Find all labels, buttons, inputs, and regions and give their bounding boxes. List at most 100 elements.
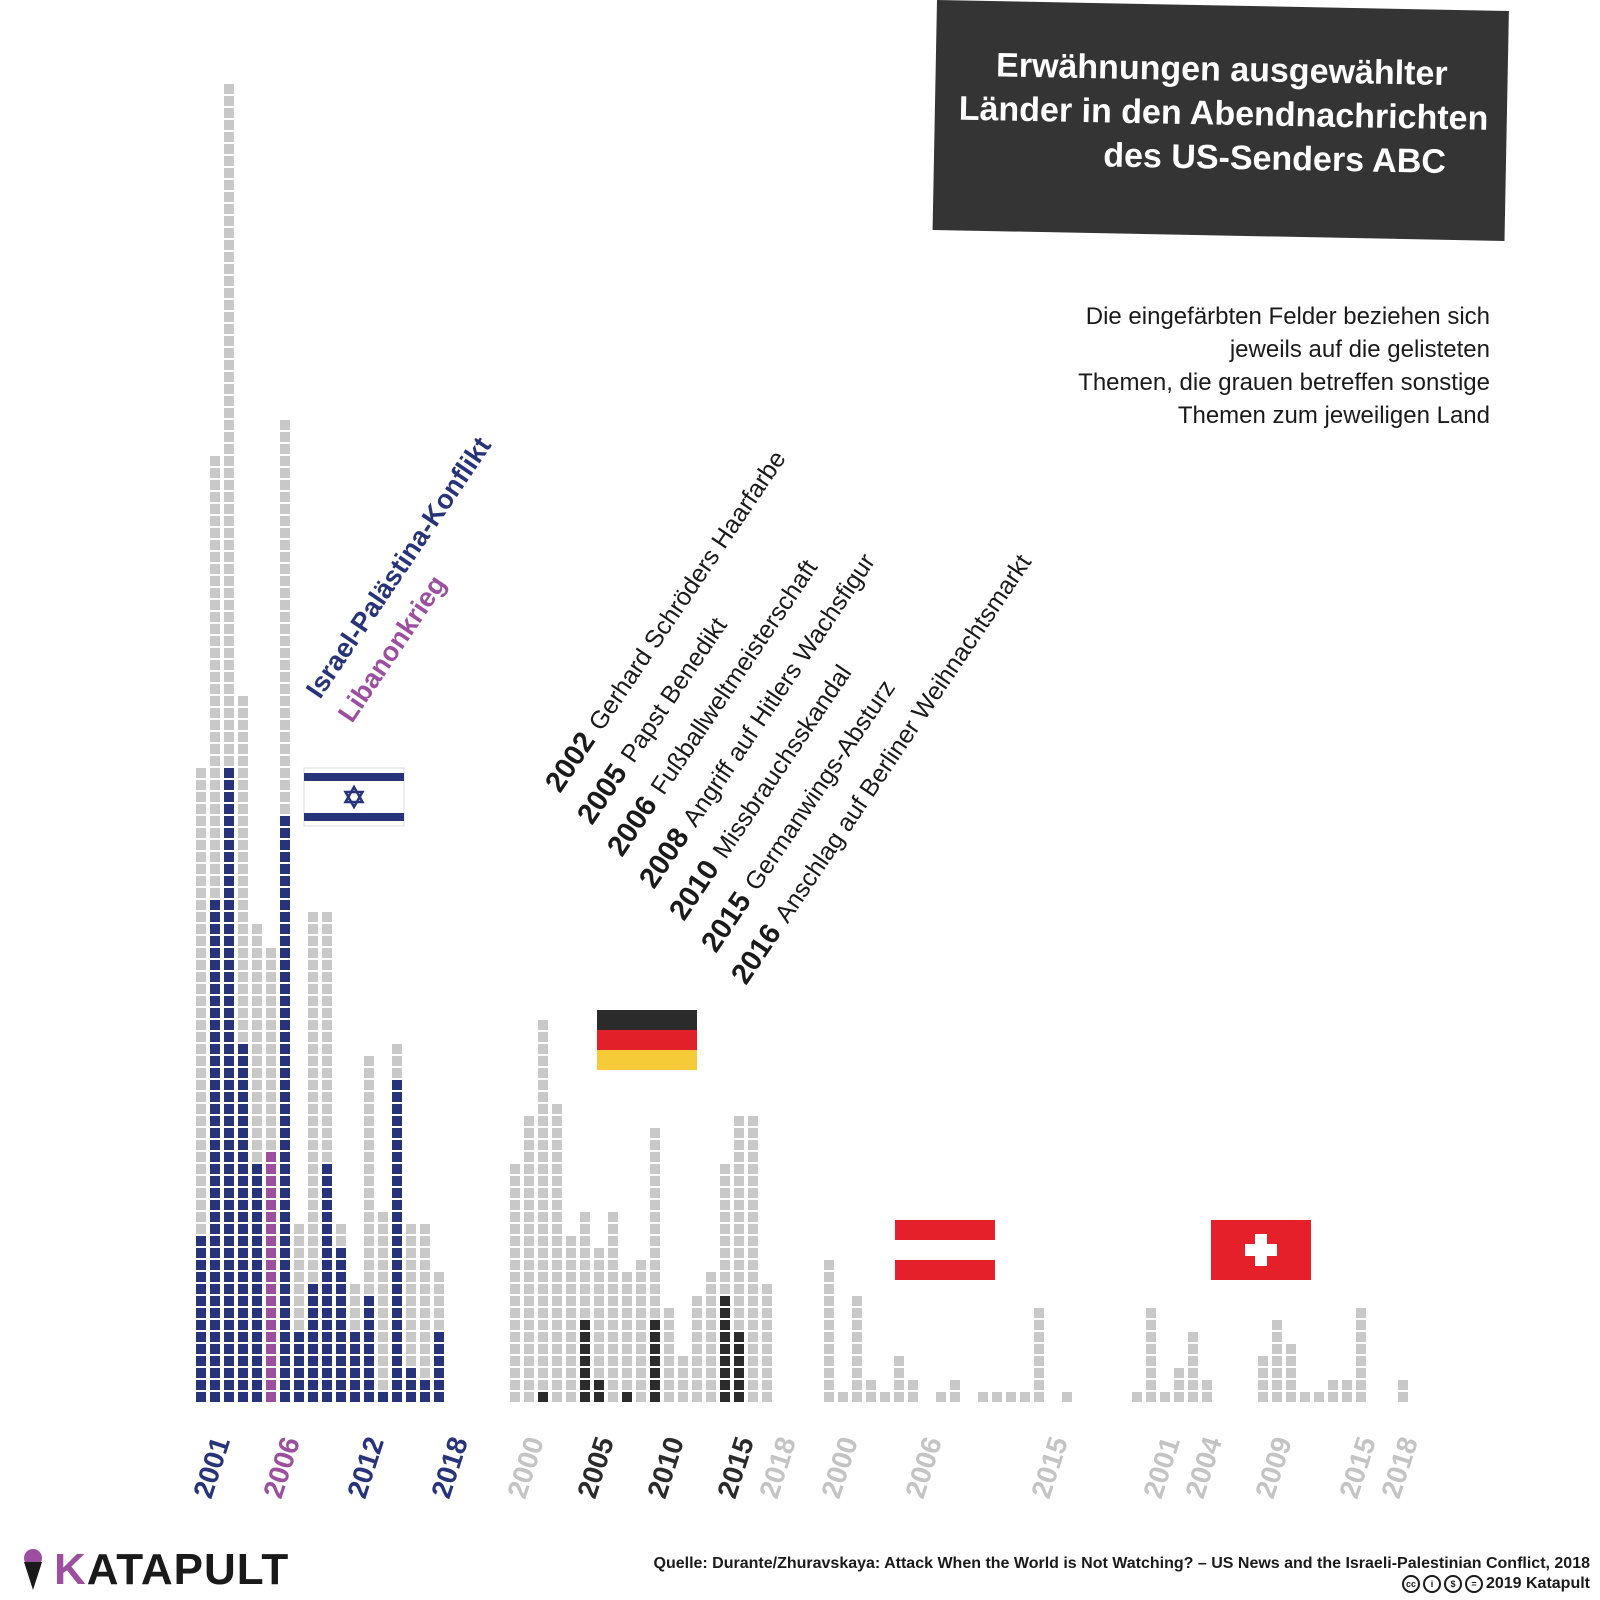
cell [678, 1392, 688, 1402]
cell [364, 1068, 374, 1078]
cell [866, 1392, 876, 1402]
cell [706, 1308, 716, 1318]
cell [210, 552, 220, 562]
cell [322, 1080, 332, 1090]
cell [196, 864, 206, 874]
cell [378, 1284, 388, 1294]
cell [224, 672, 234, 682]
cell [308, 1284, 318, 1294]
cell [1034, 1368, 1044, 1378]
cell [280, 984, 290, 994]
cell [406, 1320, 416, 1330]
cell [622, 1332, 632, 1342]
cell [280, 432, 290, 442]
cell [252, 1080, 262, 1090]
bar-austria-2015 [1034, 1308, 1044, 1402]
cell [308, 1356, 318, 1366]
cell [252, 1332, 262, 1342]
cell [252, 1164, 262, 1174]
cell [196, 1260, 206, 1270]
cell [294, 1380, 304, 1390]
cell [692, 1368, 702, 1378]
cell [280, 1284, 290, 1294]
bar-group-switzerland [1132, 1308, 1408, 1402]
cell [280, 1320, 290, 1330]
cell [308, 996, 318, 1006]
cell [692, 1332, 702, 1342]
cell [210, 648, 220, 658]
cell [210, 768, 220, 778]
cell [378, 1320, 388, 1330]
cell [538, 1284, 548, 1294]
cell [552, 1116, 562, 1126]
cell [322, 1212, 332, 1222]
cell [266, 1308, 276, 1318]
cell [622, 1380, 632, 1390]
star-of-david-icon [343, 784, 365, 810]
cell [280, 564, 290, 574]
cell [364, 1344, 374, 1354]
cell [266, 1212, 276, 1222]
cell [420, 1332, 430, 1342]
cell [224, 552, 234, 562]
cell [252, 1176, 262, 1186]
cell [350, 1296, 360, 1306]
cell [580, 1392, 590, 1402]
cell [210, 840, 220, 850]
cell [762, 1308, 772, 1318]
cell [706, 1296, 716, 1306]
cell [252, 1248, 262, 1258]
cell [266, 1380, 276, 1390]
cell [238, 1224, 248, 1234]
cell [692, 1356, 702, 1366]
cell [294, 1392, 304, 1402]
cell [280, 708, 290, 718]
cell [224, 348, 234, 358]
cell [196, 1032, 206, 1042]
cell [350, 1332, 360, 1342]
cell [252, 1236, 262, 1246]
cell [224, 1320, 234, 1330]
cell [210, 1164, 220, 1174]
cell [280, 1020, 290, 1030]
cell [364, 1260, 374, 1270]
cell [734, 1272, 744, 1282]
cell [1398, 1380, 1408, 1390]
cell [266, 972, 276, 982]
cell [406, 1284, 416, 1294]
cell [224, 120, 234, 130]
cell [636, 1332, 646, 1342]
cell [308, 1176, 318, 1186]
cell [196, 1308, 206, 1318]
cell [252, 1320, 262, 1330]
cell [280, 828, 290, 838]
cell [538, 1356, 548, 1366]
cell [978, 1392, 988, 1402]
cell [280, 1368, 290, 1378]
cell [238, 1284, 248, 1294]
cell [552, 1380, 562, 1390]
cell [238, 1128, 248, 1138]
cell [538, 1236, 548, 1246]
cell [762, 1368, 772, 1378]
cell [238, 1188, 248, 1198]
cell [524, 1224, 534, 1234]
cell [196, 792, 206, 802]
cell [210, 1368, 220, 1378]
bar-austria-2009 [950, 1380, 960, 1402]
cell [524, 1308, 534, 1318]
cell [224, 1248, 234, 1258]
cell [566, 1272, 576, 1282]
cell [238, 804, 248, 814]
cell [266, 1332, 276, 1342]
cell [322, 924, 332, 934]
cell [322, 1068, 332, 1078]
cell [322, 1044, 332, 1054]
cell [280, 1296, 290, 1306]
cell [420, 1320, 430, 1330]
cell [748, 1188, 758, 1198]
cell [238, 1320, 248, 1330]
cell [566, 1332, 576, 1342]
cell [364, 1164, 374, 1174]
cell [524, 1116, 534, 1126]
